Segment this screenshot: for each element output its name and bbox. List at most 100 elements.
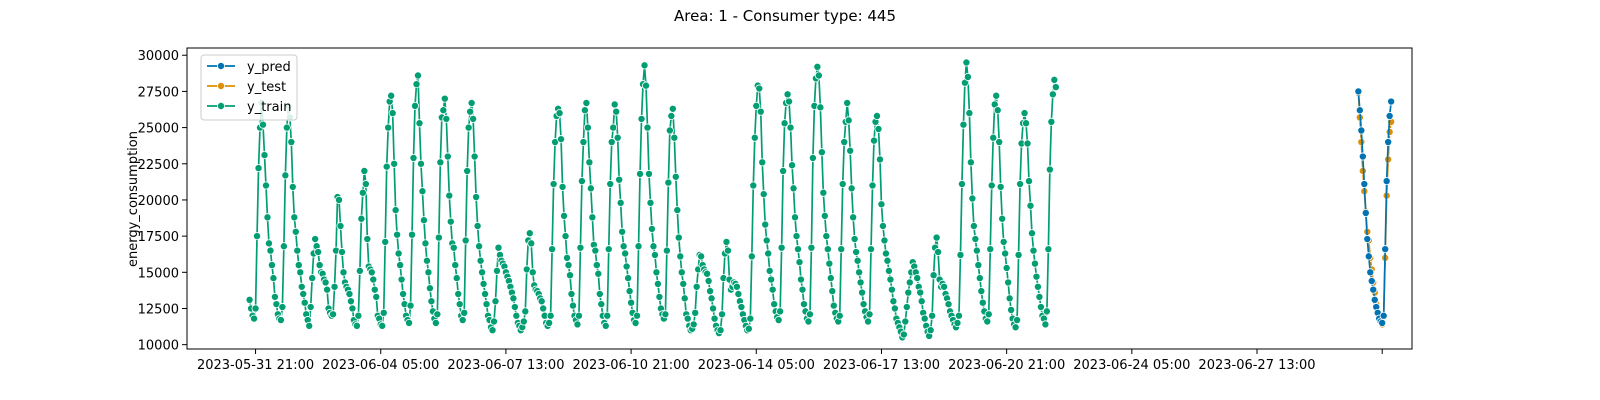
data-point [622, 262, 631, 271]
data-point [636, 169, 645, 178]
data-point [361, 180, 370, 189]
data-point [647, 224, 656, 233]
data-point [835, 311, 844, 320]
data-point [488, 326, 497, 335]
data-point [913, 274, 922, 283]
data-point [704, 276, 713, 285]
data-point [883, 256, 892, 265]
x-axis: 2023-05-31 21:00 2023-06-04 05:00 2023-06-… [197, 349, 1383, 373]
legend: y_pred y_test y_train [200, 54, 298, 121]
data-point [388, 109, 397, 118]
data-point [880, 236, 889, 245]
data-point [865, 310, 874, 319]
data-point [397, 275, 406, 284]
data-point [855, 268, 864, 277]
data-point [954, 311, 963, 320]
data-point [1027, 229, 1036, 238]
data-point [415, 119, 424, 128]
data-point [363, 235, 372, 244]
data-point [875, 155, 884, 164]
data-point [673, 206, 682, 215]
data-point [440, 94, 449, 103]
data-point [963, 72, 972, 81]
data-point [643, 123, 652, 132]
data-point [987, 181, 996, 190]
data-point [469, 114, 478, 123]
data-point [962, 58, 971, 67]
data-point [613, 133, 622, 142]
data-point [884, 266, 893, 275]
data-point [1011, 323, 1020, 332]
data-point [467, 98, 476, 107]
data-point [795, 258, 804, 267]
data-point [823, 245, 832, 254]
data-point [411, 101, 420, 110]
data-point [266, 246, 275, 255]
data-point [287, 138, 296, 147]
y-axis-label: energy_consumption [126, 131, 141, 267]
data-point [662, 246, 671, 255]
data-point [798, 285, 807, 294]
data-point [716, 326, 725, 335]
data-point [788, 161, 797, 170]
data-point [995, 138, 1004, 147]
data-point [825, 259, 834, 268]
legend-label: y_pred [247, 60, 291, 75]
legend-label: y_test [247, 80, 286, 95]
data-point [419, 216, 428, 225]
data-point [573, 320, 582, 329]
data-point [819, 188, 828, 197]
data-point [644, 169, 653, 178]
data-point [279, 242, 288, 251]
data-point [612, 107, 621, 116]
data-point [254, 164, 263, 173]
data-point [637, 114, 646, 123]
data-point [311, 235, 320, 244]
data-point [744, 324, 753, 333]
data-point [1370, 295, 1379, 304]
data-point [734, 290, 743, 299]
data-point [868, 181, 877, 190]
data-point [814, 71, 823, 80]
data-point [691, 308, 700, 317]
data-point [840, 138, 849, 147]
data-point [953, 318, 962, 327]
data-point [412, 80, 421, 89]
data-point [807, 243, 816, 252]
data-point [1366, 268, 1375, 277]
data-point [1023, 139, 1032, 148]
data-point [393, 230, 402, 239]
data-point [357, 214, 366, 223]
x-tick-label: 2023-06-10 21:00 [573, 358, 690, 373]
data-point [594, 269, 603, 278]
legend-box [200, 54, 298, 121]
data-point [878, 221, 887, 230]
data-point [770, 300, 779, 309]
data-point [387, 91, 396, 100]
data-point [1001, 249, 1010, 258]
data-point [413, 71, 422, 80]
data-point [339, 268, 348, 277]
data-point [360, 166, 369, 175]
data-point [978, 298, 987, 307]
y-tick-label: 22500 [138, 158, 179, 173]
data-point [1022, 119, 1031, 128]
data-point [379, 308, 388, 317]
data-point [1005, 294, 1014, 303]
x-tick-label: 2023-06-14 05:00 [698, 358, 815, 373]
data-point [330, 282, 339, 291]
data-point [391, 206, 400, 215]
data-point [250, 314, 259, 323]
data-point [269, 274, 278, 283]
data-point [1364, 252, 1373, 261]
data-point [282, 123, 291, 132]
series-y-train [245, 58, 1060, 342]
data-point [466, 107, 475, 116]
data-point [780, 119, 789, 128]
data-point [984, 310, 993, 319]
data-point [315, 261, 324, 270]
data-point [258, 120, 267, 129]
data-point [1025, 177, 1034, 186]
data-point [294, 261, 303, 270]
